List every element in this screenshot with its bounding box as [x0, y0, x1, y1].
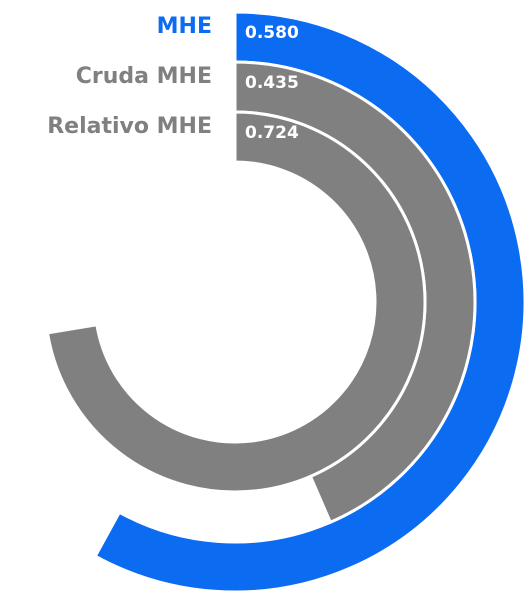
category-label: Relativo MHE	[47, 114, 212, 139]
radial-bar	[45, 110, 427, 494]
value-label: 0.580	[245, 23, 299, 43]
value-label: 0.724	[245, 123, 299, 143]
value-label: 0.435	[245, 73, 299, 93]
category-label: Cruda MHE	[76, 64, 212, 89]
category-label: MHE	[157, 14, 212, 39]
